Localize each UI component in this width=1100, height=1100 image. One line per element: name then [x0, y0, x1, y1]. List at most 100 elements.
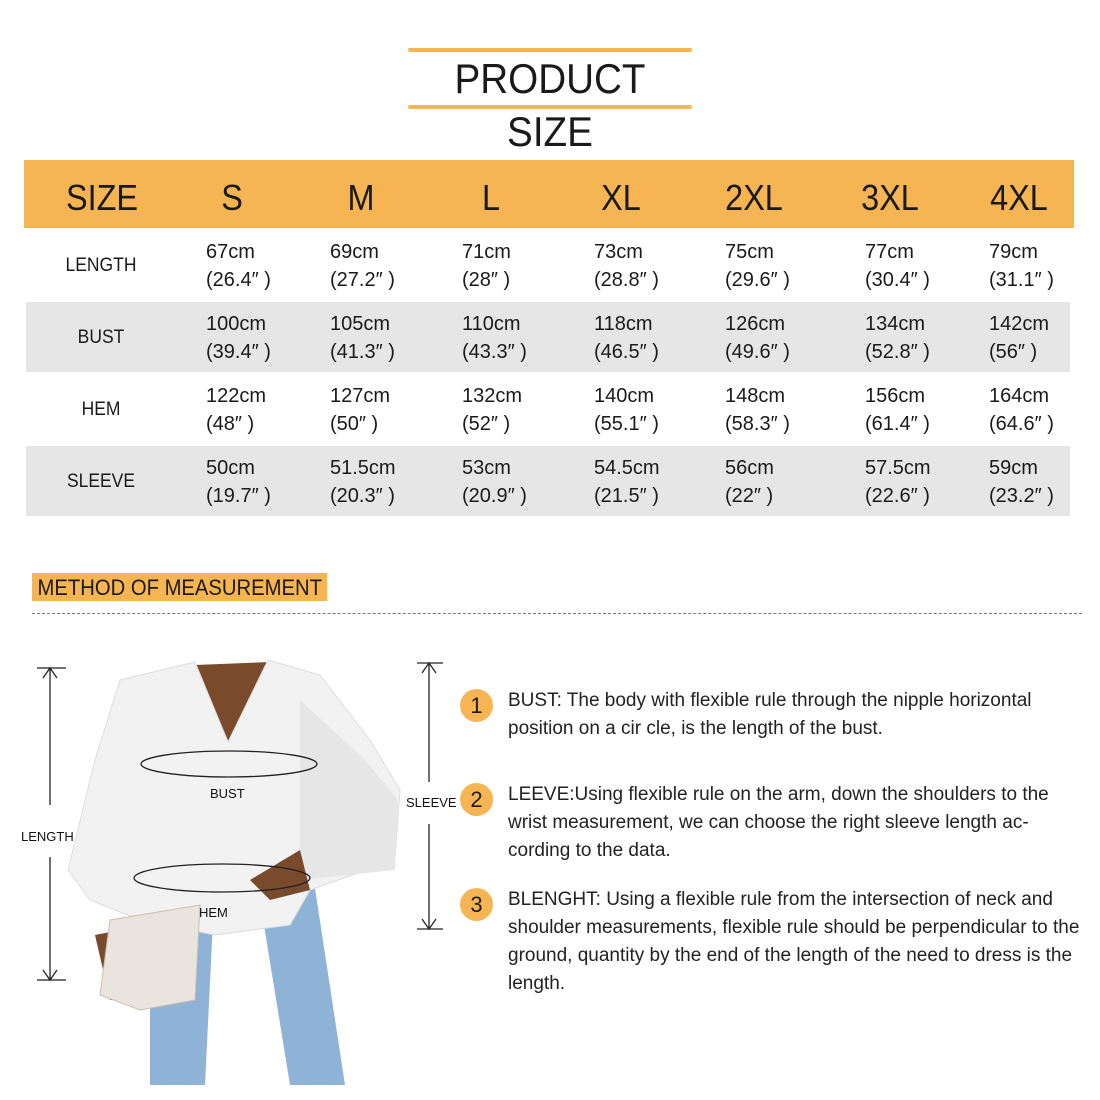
dashed-divider	[32, 613, 1082, 614]
inch-value: (28″ )	[462, 269, 511, 291]
table-cell: 140cm (55.1″ )	[594, 382, 659, 438]
table-cell: 73cm (28.8″ )	[594, 238, 659, 294]
table-cell: 50cm (19.7″ )	[206, 454, 271, 510]
inch-value: (49.6″ )	[725, 341, 790, 363]
inch-value: (61.4″ )	[865, 413, 930, 435]
cm-value: 100cm	[206, 313, 267, 335]
bust-label: BUST	[210, 786, 245, 801]
table-cell: 132cm (52″ )	[462, 382, 522, 438]
header-2xl: 2XL	[725, 177, 783, 218]
cm-value: 148cm	[725, 385, 786, 407]
table-row-hem: HEM 122cm (48″ ) 127cm (50″ ) 132cm (52″ ) 140c…	[26, 374, 1070, 444]
header-s: S	[221, 177, 243, 218]
number-badge: 1	[460, 689, 493, 722]
table-cell: 122cm (48″ )	[206, 382, 266, 438]
cm-value: 56cm	[725, 457, 774, 479]
cm-value: 59cm	[989, 457, 1038, 479]
bust-ellipse	[140, 750, 318, 778]
cm-value: 51.5cm	[330, 457, 396, 479]
cm-value: 71cm	[462, 241, 511, 263]
table-cell: 54.5cm (21.5″ )	[594, 454, 660, 510]
cm-value: 110cm	[462, 313, 521, 335]
cm-value: 140cm	[594, 385, 655, 407]
inch-value: (43.3″ )	[462, 341, 527, 363]
cm-value: 126cm	[725, 313, 786, 335]
cm-value: 79cm	[989, 241, 1038, 263]
cm-value: 77cm	[865, 241, 914, 263]
table-cell: 59cm (23.2″ )	[989, 454, 1054, 510]
table-cell: 126cm (49.6″ )	[725, 310, 790, 366]
cm-value: 122cm	[206, 385, 267, 407]
cm-value: 69cm	[330, 241, 379, 263]
cm-value: 54.5cm	[594, 457, 660, 479]
cm-value: 75cm	[725, 241, 774, 263]
table-cell: 56cm (22″ )	[725, 454, 774, 510]
cm-value: 134cm	[865, 313, 926, 335]
header-m: M	[347, 177, 375, 218]
inch-value: (20.9″ )	[462, 485, 527, 507]
header-4xl: 4XL	[990, 177, 1048, 218]
cm-value: 118cm	[594, 313, 653, 335]
model-photo	[37, 659, 443, 1085]
table-cell: 79cm (31.1″ )	[989, 238, 1054, 294]
inch-value: (46.5″ )	[594, 341, 659, 363]
number-badge: 3	[460, 888, 493, 921]
cm-value: 57.5cm	[865, 457, 931, 479]
length-label: LENGTH	[21, 829, 74, 844]
inch-value: (27.2″ )	[330, 269, 395, 291]
cm-value: 50cm	[206, 457, 255, 479]
table-cell: 57.5cm (22.6″ )	[865, 454, 931, 510]
cm-value: 53cm	[462, 457, 511, 479]
number-badge: 2	[460, 783, 493, 816]
inch-value: (39.4″ )	[206, 341, 271, 363]
inch-value: (41.3″ )	[330, 341, 395, 363]
table-cell: 105cm (41.3″ )	[330, 310, 395, 366]
table-cell: 75cm (29.6″ )	[725, 238, 790, 294]
method-heading: METHOD OF MEASUREMENT	[32, 573, 328, 601]
inch-value: (19.7″ )	[206, 485, 271, 507]
sleeve-arrow	[417, 661, 443, 931]
table-row-sleeve: SLEEVE 50cm (19.7″ ) 51.5cm (20.3″ ) 53cm (20.…	[26, 446, 1070, 516]
sleeve-label: SLEEVE	[406, 795, 457, 810]
inch-value: (30.4″ )	[865, 269, 930, 291]
inch-value: (64.6″ )	[989, 413, 1054, 435]
header-3xl: 3XL	[861, 177, 919, 218]
table-cell: 127cm (50″ )	[330, 382, 390, 438]
cm-value: 105cm	[330, 313, 391, 335]
cm-value: 67cm	[206, 241, 255, 263]
table-cell: 53cm (20.9″ )	[462, 454, 527, 510]
length-arrow	[37, 666, 66, 982]
inch-value: (20.3″ )	[330, 485, 395, 507]
table-cell: 134cm (52.8″ )	[865, 310, 930, 366]
inch-value: (28.8″ )	[594, 269, 659, 291]
table-cell: 118cm (46.5″ )	[594, 310, 659, 366]
cm-value: 164cm	[989, 385, 1050, 407]
table-cell: 148cm (58.3″ )	[725, 382, 790, 438]
cm-value: 127cm	[330, 385, 391, 407]
instruction-text: BLENGHT: Using a flexible rule from the …	[508, 889, 1080, 994]
instruction-text: LEEVE:Using flexible rule on the arm, do…	[508, 784, 1049, 861]
cm-value: 73cm	[594, 241, 643, 263]
inch-value: (56″ )	[989, 341, 1038, 363]
table-cell: 71cm (28″ )	[462, 238, 511, 294]
inch-value: (48″ )	[206, 413, 255, 435]
inch-value: (55.1″ )	[594, 413, 659, 435]
size-table-header: SIZE S M L XL 2XL 3XL 4XL	[24, 160, 1074, 228]
inch-value: (22.6″ )	[865, 485, 930, 507]
header-xl: XL	[601, 177, 641, 218]
inch-value: (23.2″ )	[989, 485, 1054, 507]
inch-value: (22″ )	[725, 485, 774, 507]
row-label: BUST	[77, 327, 125, 348]
page-title: PRODUCT SIZE	[408, 48, 692, 155]
header-l: L	[481, 177, 501, 218]
table-cell: 77cm (30.4″ )	[865, 238, 930, 294]
cm-value: 132cm	[462, 385, 523, 407]
table-cell: 67cm (26.4″ )	[206, 238, 271, 294]
header-size: SIZE	[65, 177, 139, 218]
hem-label: HEM	[199, 905, 228, 920]
table-cell: 100cm (39.4″ )	[206, 310, 271, 366]
table-cell: 142cm (56″ )	[989, 310, 1049, 366]
inch-value: (29.6″ )	[725, 269, 790, 291]
table-row-length: LENGTH 67cm (26.4″ ) 69cm (27.2″ ) 71cm (28″ )…	[26, 230, 1070, 300]
table-cell: 69cm (27.2″ )	[330, 238, 395, 294]
